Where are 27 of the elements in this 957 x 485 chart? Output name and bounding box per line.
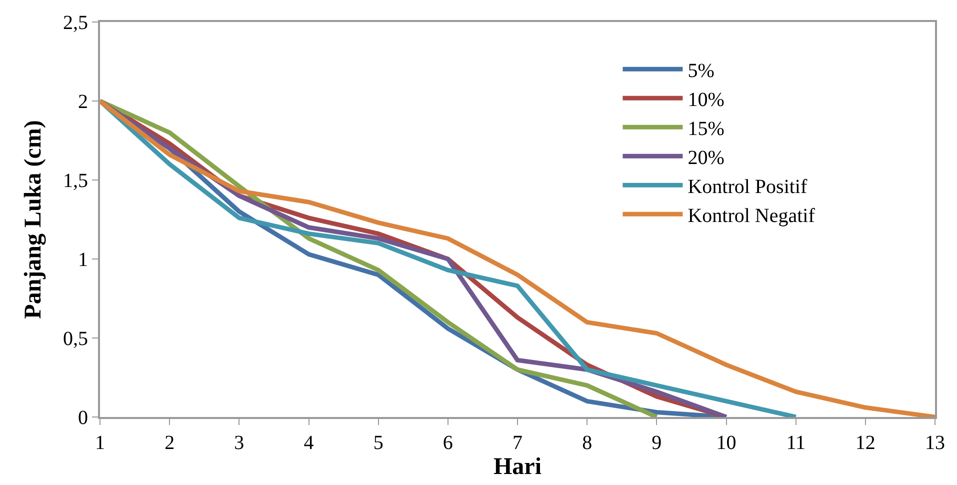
y-tick-label: 2,5 (63, 12, 88, 34)
legend-label: Kontrol Positif (688, 176, 808, 198)
x-tick-label: 7 (512, 432, 522, 454)
x-tick-label: 4 (304, 432, 314, 454)
x-axis-title: Hari (494, 454, 542, 480)
x-tick-label: 12 (855, 432, 876, 454)
legend-label: Kontrol Negatif (688, 204, 816, 227)
y-tick-label: 1 (78, 249, 88, 271)
y-tick-label: 0,5 (63, 328, 88, 350)
y-tick-label: 1,5 (63, 170, 88, 192)
y-tick-label: 2 (78, 91, 88, 113)
x-tick-label: 8 (582, 432, 592, 454)
x-tick-label: 10 (716, 432, 736, 454)
legend-label: 15% (688, 118, 724, 140)
y-tick-label: 0 (78, 407, 88, 429)
legend-label: 5% (688, 60, 714, 82)
x-tick-label: 11 (786, 432, 806, 454)
x-tick-label: 13 (925, 432, 945, 454)
x-tick-label: 6 (442, 432, 453, 454)
y-axis-title: Panjang Luka (cm) (20, 120, 47, 319)
x-tick-label: 2 (164, 432, 175, 454)
legend-label: 10% (688, 88, 724, 111)
x-tick-label: 3 (234, 432, 244, 454)
x-tick-label: 1 (95, 432, 105, 454)
legend-label: 20% (688, 146, 724, 169)
x-tick-label: 5 (373, 432, 384, 454)
x-tick-label: 9 (652, 432, 662, 454)
